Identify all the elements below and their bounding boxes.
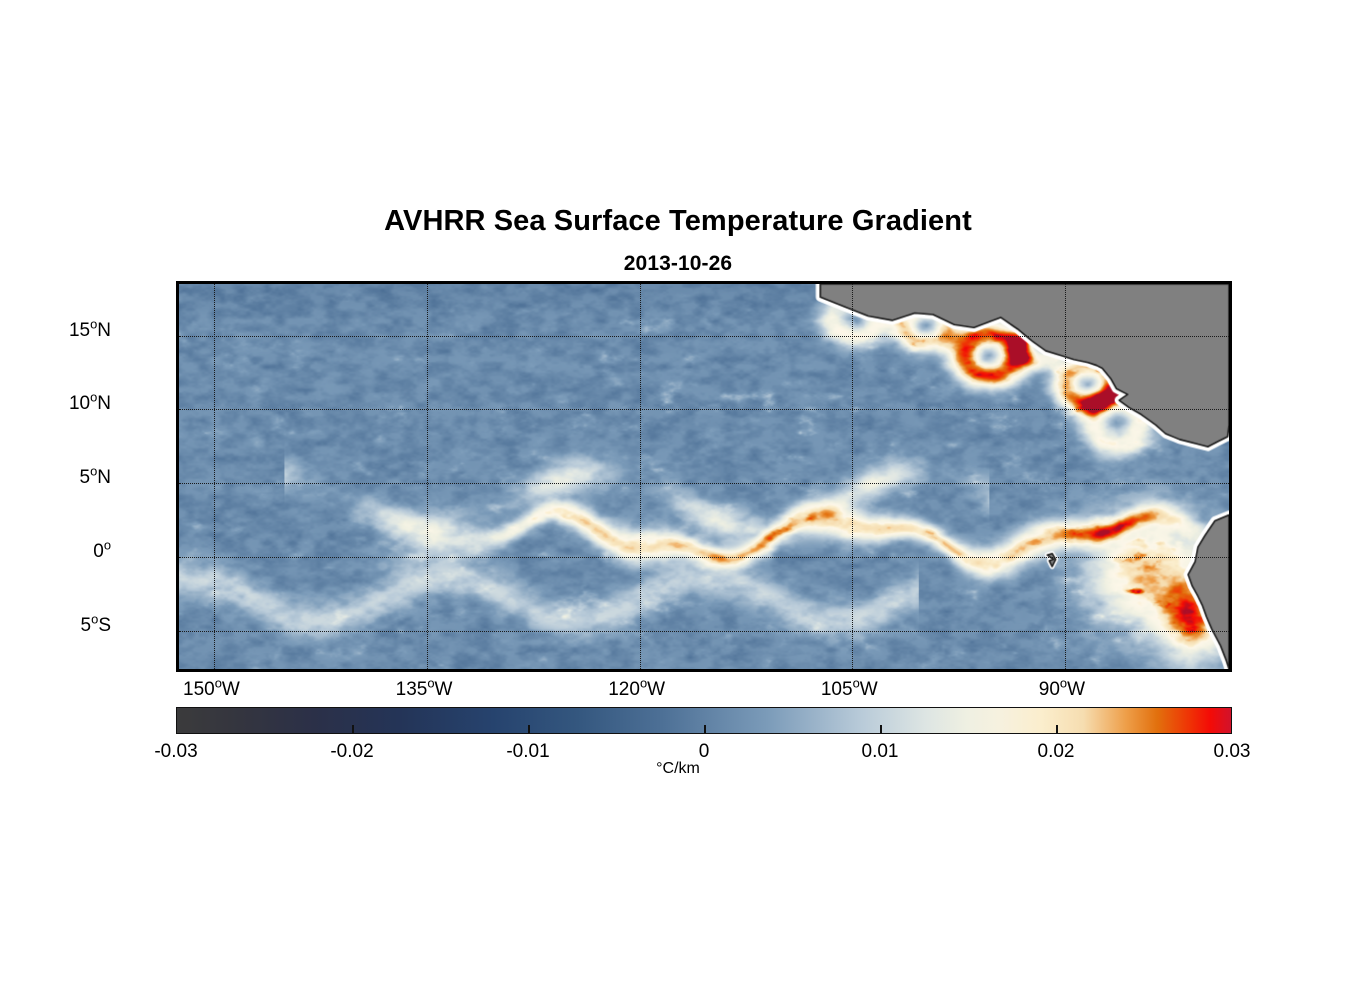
colorbar <box>176 707 1232 734</box>
x-axis-tick-label: 150oW <box>183 675 240 700</box>
x-axis-tick-label: 105oW <box>820 675 878 700</box>
y-axis-tick <box>176 483 179 486</box>
colorbar-tick <box>352 725 354 734</box>
colorbar-tick <box>1056 725 1058 734</box>
colorbar-tick-label: 0.02 <box>1037 741 1075 762</box>
figure-subtitle-date: 2013-10-26 <box>623 252 733 275</box>
colorbar-tick <box>880 725 882 734</box>
y-axis-tick-label: 0o <box>93 537 111 562</box>
x-axis-tick <box>214 669 217 672</box>
colorbar-tick-label: -0.02 <box>330 741 374 762</box>
colorbar-tick-label: 0 <box>698 741 710 762</box>
x-axis-tick <box>640 669 643 672</box>
y-axis-tick <box>176 557 179 560</box>
x-axis-tick-label: 135oW <box>395 675 453 700</box>
x-axis-tick-label: 120oW <box>608 675 666 700</box>
colorbar-tick-label: 0.01 <box>861 741 899 762</box>
sst-gradient-heatmap <box>179 284 1229 669</box>
colorbar-tick <box>704 725 706 734</box>
x-axis-tick-label: 90oW <box>1038 675 1086 700</box>
colorbar-tick-label: -0.01 <box>506 741 550 762</box>
y-axis-tick-label: 10oN <box>68 390 111 415</box>
y-axis-tick-label: 15oN <box>68 316 111 341</box>
colorbar-tick-label: 0.03 <box>1213 741 1251 762</box>
y-axis-tick-label: 5oS <box>80 611 111 636</box>
x-axis-tick <box>427 669 430 672</box>
x-axis-tick <box>1065 669 1068 672</box>
y-axis-tick <box>176 631 179 634</box>
colorbar-unit-label: °C/km <box>656 760 700 777</box>
colorbar-tick-label: -0.03 <box>154 741 198 762</box>
x-axis-tick <box>852 669 855 672</box>
y-axis-tick <box>176 409 179 412</box>
y-axis-tick <box>176 336 179 339</box>
colorbar-tick <box>528 725 530 734</box>
map-plot-area <box>176 281 1232 672</box>
y-axis-tick-label: 5oN <box>79 463 112 489</box>
page-title: AVHRR Sea Surface Temperature Gradient <box>384 205 972 237</box>
